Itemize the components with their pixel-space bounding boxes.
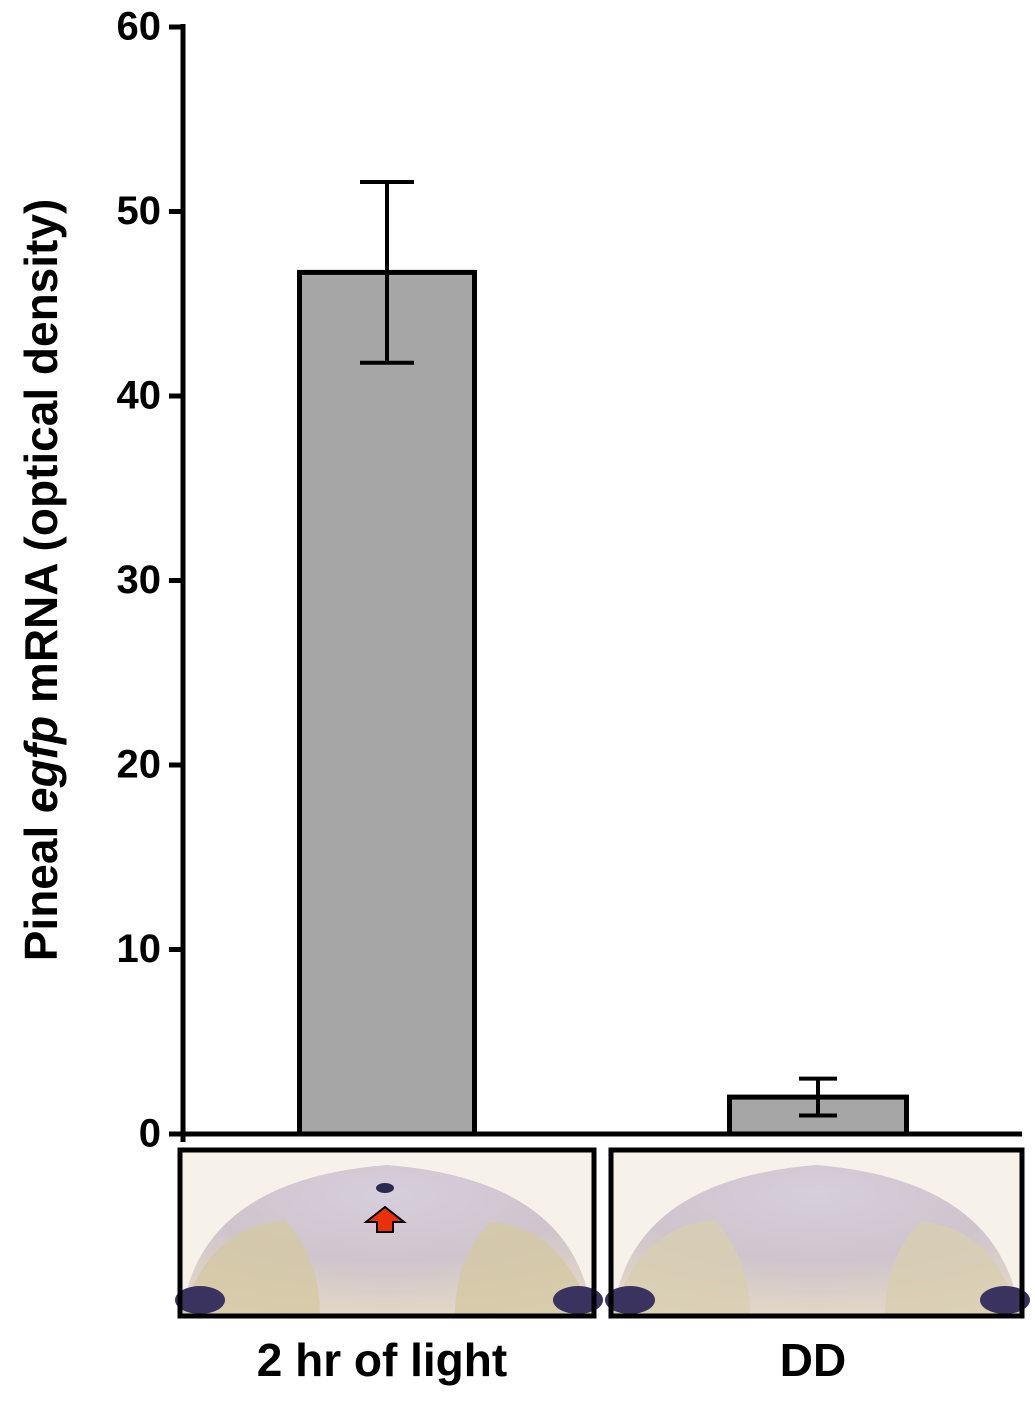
error-bar [799, 1076, 837, 1118]
y-tick-label: 60 [117, 5, 162, 49]
y-tick-label: 50 [117, 189, 162, 233]
embryo-image-2 [605, 1147, 1030, 1319]
y-title-part: mRNA (optical density) [15, 199, 67, 716]
y-tick-label: 40 [117, 374, 162, 418]
y-title-part: egfp [15, 716, 67, 813]
y-axis-title: Pineal egfp mRNA (optical density) [15, 199, 67, 962]
y-tick-label: 10 [117, 927, 162, 971]
x-tick-label: DD [780, 1334, 846, 1386]
x-tick-label: 2 hr of light [257, 1334, 507, 1386]
y-tick-label: 30 [117, 558, 162, 602]
embryo-image-1 [175, 1147, 603, 1319]
y-tick-label: 0 [139, 1112, 161, 1156]
error-bar [360, 179, 414, 365]
bar [297, 269, 477, 1137]
y-title-part: Pineal [15, 813, 67, 961]
y-tick-label: 20 [117, 743, 162, 787]
